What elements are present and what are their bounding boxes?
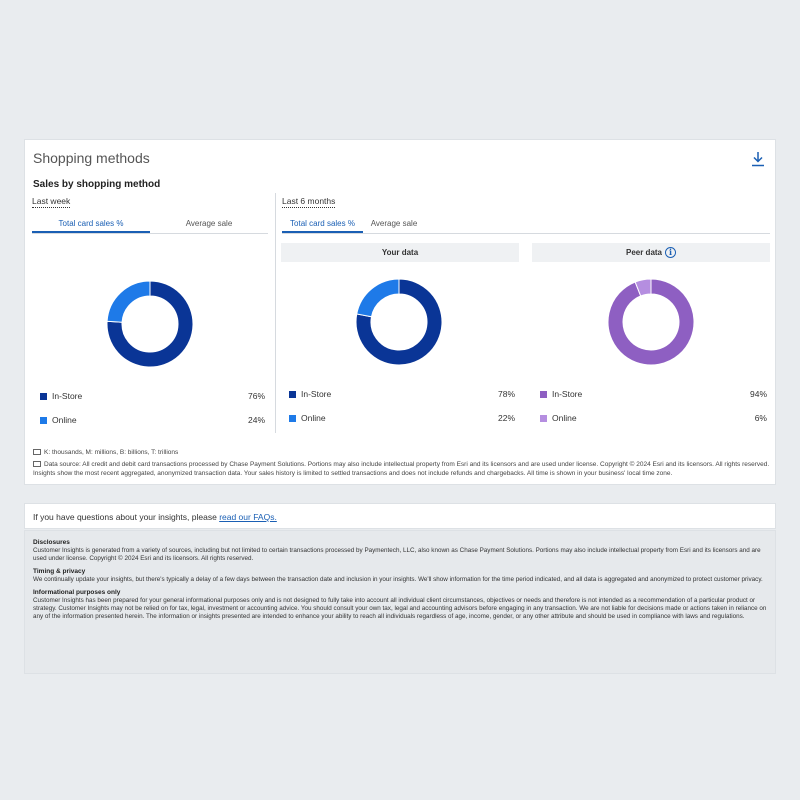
legend-label: Online: [52, 415, 77, 425]
legend-row-online: Online 6%: [540, 413, 767, 425]
column-divider: [275, 193, 276, 433]
disclosures-section: Disclosures Customer Insights is generat…: [24, 530, 776, 674]
legend-swatch: [40, 393, 47, 400]
donut-chart-last-week: [106, 280, 194, 368]
right-tabs: Total card sales % Average sale: [282, 216, 770, 234]
donut-slice-online: [106, 280, 151, 323]
faq-banner: If you have questions about your insight…: [24, 503, 776, 529]
period-selector-last-6-months[interactable]: Last 6 months: [282, 196, 336, 208]
donut-slice-in-store: [355, 278, 443, 366]
card-title: Shopping methods: [33, 150, 150, 166]
legend-swatch: [540, 391, 547, 398]
your-data-label: Your data: [381, 248, 419, 257]
info-icon[interactable]: i: [665, 247, 677, 259]
tab-total-card-sales[interactable]: Total card sales %: [32, 216, 150, 233]
legend-label: In-Store: [52, 391, 83, 401]
source-footnote: Data source: All credit and debit card t…: [33, 460, 771, 478]
legend-swatch: [540, 415, 547, 422]
disclosures-heading: Disclosures: [33, 539, 70, 546]
left-tabs: Total card sales % Average sale: [32, 216, 268, 234]
donut-slice-online: [356, 278, 400, 318]
period-selector-last-week[interactable]: Last week: [32, 196, 71, 208]
section-title: Sales by shopping method: [33, 179, 161, 190]
units-icon: [33, 449, 41, 456]
legend-swatch: [289, 391, 296, 398]
your-data-header: Your data: [281, 243, 519, 262]
informational-purposes-heading: Informational purposes only: [33, 589, 121, 596]
legend-label: Online: [552, 413, 577, 423]
document-icon: [33, 461, 41, 468]
shopping-methods-card: Shopping methods Sales by shopping metho…: [24, 139, 776, 485]
legend-value: 24%: [247, 415, 265, 425]
legend-row-in-store: In-Store 78%: [289, 389, 515, 401]
tab-average-sale[interactable]: Average sale: [370, 219, 418, 228]
tab-average-sale[interactable]: Average sale: [185, 219, 233, 228]
donut-chart-your-data: [355, 278, 443, 366]
donut-slice-in-store: [106, 280, 194, 368]
legend-row-in-store: In-Store 94%: [540, 389, 767, 401]
faq-link[interactable]: read our FAQs.: [219, 512, 277, 522]
units-footnote: K: thousands, M: millions, B: billions, …: [33, 449, 178, 456]
download-icon[interactable]: [751, 151, 765, 167]
faq-text: If you have questions about your insight…: [33, 512, 220, 522]
legend-swatch: [40, 417, 47, 424]
legend-value: 94%: [749, 389, 767, 399]
informational-purposes-text: Customer Insights has been prepared for …: [33, 597, 767, 620]
legend-value: 76%: [247, 391, 265, 401]
legend-swatch: [289, 415, 296, 422]
legend-row-online: Online 24%: [40, 415, 265, 427]
legend-label: In-Store: [301, 389, 332, 399]
legend-row-online: Online 22%: [289, 413, 515, 425]
legend-row-in-store: In-Store 76%: [40, 391, 265, 403]
timing-privacy-text: We continually update your insights, but…: [33, 576, 763, 583]
tab-total-card-sales[interactable]: Total card sales %: [282, 216, 363, 233]
timing-privacy-heading: Timing & privacy: [33, 568, 86, 575]
peer-data-label: Peer data: [625, 248, 663, 257]
disclosures-text: Customer Insights is generated from a va…: [33, 547, 761, 562]
legend-value: 78%: [497, 389, 515, 399]
donut-slice-online: [634, 278, 652, 297]
legend-value: 6%: [754, 413, 767, 423]
donut-chart-peer-data: [607, 278, 695, 366]
donut-slice-in-store: [607, 278, 695, 366]
legend-label: Online: [301, 413, 326, 423]
units-text: K: thousands, M: millions, B: billions, …: [44, 449, 179, 456]
legend-label: In-Store: [552, 389, 583, 399]
legend-value: 22%: [497, 413, 515, 423]
source-text: Data source: All credit and debit card t…: [33, 461, 770, 477]
peer-data-header: Peer data i: [532, 243, 770, 262]
